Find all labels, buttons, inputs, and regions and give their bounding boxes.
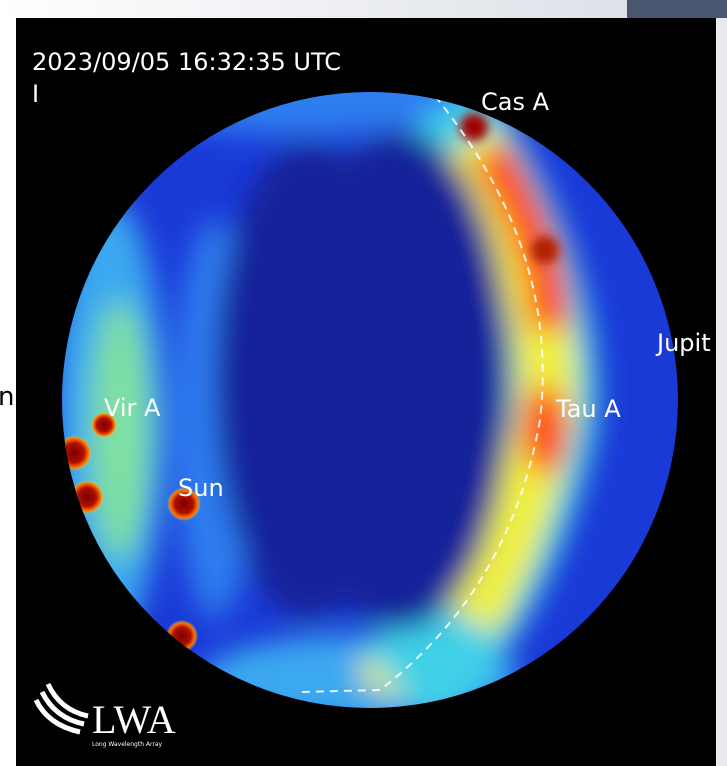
source-label: Vir A — [104, 394, 161, 422]
page: 2023/09/05 16:32:35 UTC I Cas A Vir A Su… — [0, 0, 727, 766]
right-strip — [716, 18, 727, 766]
stokes-label: I — [32, 80, 39, 108]
source-label: Cas A — [481, 88, 550, 116]
timestamp: 2023/09/05 16:32:35 UTC — [32, 48, 341, 76]
source-label: Jupit — [655, 329, 711, 357]
logo-title: LWA — [92, 697, 176, 742]
source-label: Sun — [178, 474, 224, 502]
sky-image: 2023/09/05 16:32:35 UTC I Cas A Vir A Su… — [0, 0, 727, 766]
top-strip — [0, 0, 727, 18]
corner-block — [627, 0, 727, 18]
edge-text: n — [0, 382, 14, 412]
logo-subtitle: Long Wavelength Array — [92, 741, 163, 748]
source-label: Tau A — [555, 395, 621, 423]
